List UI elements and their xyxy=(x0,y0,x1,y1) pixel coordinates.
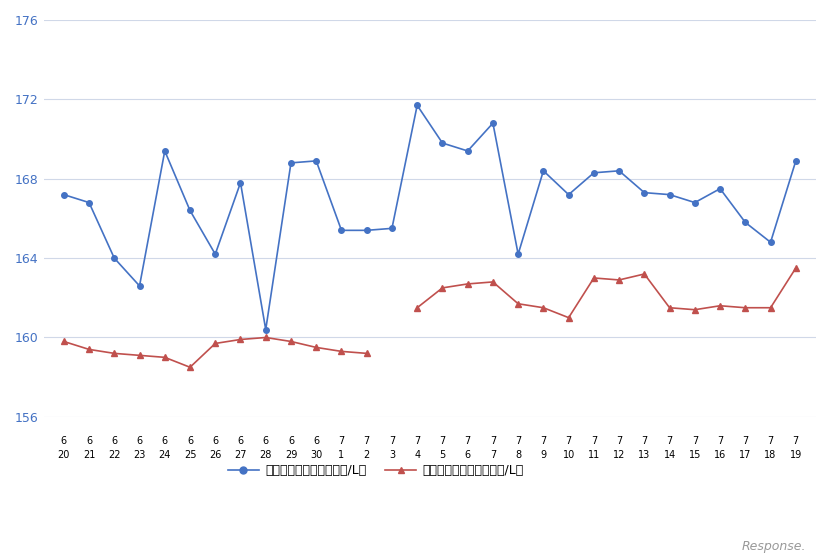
Text: 7: 7 xyxy=(489,437,496,446)
Text: 24: 24 xyxy=(159,450,171,460)
Text: 27: 27 xyxy=(234,450,247,460)
Text: 7: 7 xyxy=(717,437,723,446)
Text: 7: 7 xyxy=(768,437,774,446)
Text: 7: 7 xyxy=(591,437,597,446)
Text: 6: 6 xyxy=(238,437,243,446)
Text: 4: 4 xyxy=(414,450,420,460)
Text: 14: 14 xyxy=(663,450,676,460)
Text: 8: 8 xyxy=(515,450,521,460)
Text: 19: 19 xyxy=(789,450,802,460)
Text: 7: 7 xyxy=(515,437,521,446)
Text: 1: 1 xyxy=(338,450,345,460)
Text: 16: 16 xyxy=(714,450,726,460)
Text: 18: 18 xyxy=(765,450,777,460)
Text: 13: 13 xyxy=(638,450,651,460)
Text: 7: 7 xyxy=(489,450,496,460)
Text: 6: 6 xyxy=(187,437,193,446)
Text: 15: 15 xyxy=(689,450,701,460)
Text: 7: 7 xyxy=(793,437,799,446)
Text: 7: 7 xyxy=(642,437,647,446)
Text: 7: 7 xyxy=(616,437,622,446)
Text: 6: 6 xyxy=(61,437,66,446)
Text: 7: 7 xyxy=(440,437,445,446)
Text: 7: 7 xyxy=(465,437,471,446)
Legend: レギュラー看板価格（円/L）, レギュラー実売価格（円/L）: レギュラー看板価格（円/L）, レギュラー実売価格（円/L） xyxy=(223,459,529,482)
Text: 5: 5 xyxy=(440,450,445,460)
Text: 7: 7 xyxy=(414,437,420,446)
Text: 12: 12 xyxy=(613,450,625,460)
Text: 3: 3 xyxy=(389,450,395,460)
Text: 26: 26 xyxy=(209,450,221,460)
Text: 6: 6 xyxy=(136,437,143,446)
Text: 10: 10 xyxy=(563,450,575,460)
Text: 7: 7 xyxy=(691,437,698,446)
Text: 21: 21 xyxy=(83,450,96,460)
Text: 28: 28 xyxy=(259,450,272,460)
Text: 23: 23 xyxy=(133,450,145,460)
Text: 6: 6 xyxy=(313,437,319,446)
Text: 7: 7 xyxy=(338,437,345,446)
Text: Response.: Response. xyxy=(741,541,806,553)
Text: 20: 20 xyxy=(57,450,70,460)
Text: 7: 7 xyxy=(364,437,370,446)
Text: 30: 30 xyxy=(310,450,322,460)
Text: 9: 9 xyxy=(540,450,547,460)
Text: 6: 6 xyxy=(86,437,92,446)
Text: 7: 7 xyxy=(666,437,673,446)
Text: 6: 6 xyxy=(288,437,294,446)
Text: 7: 7 xyxy=(389,437,395,446)
Text: 11: 11 xyxy=(588,450,600,460)
Text: 25: 25 xyxy=(184,450,196,460)
Text: 6: 6 xyxy=(465,450,470,460)
Text: 6: 6 xyxy=(263,437,268,446)
Text: 17: 17 xyxy=(739,450,751,460)
Text: 7: 7 xyxy=(742,437,749,446)
Text: 6: 6 xyxy=(162,437,168,446)
Text: 6: 6 xyxy=(212,437,219,446)
Text: 7: 7 xyxy=(540,437,547,446)
Text: 7: 7 xyxy=(566,437,572,446)
Text: 29: 29 xyxy=(285,450,297,460)
Text: 2: 2 xyxy=(364,450,370,460)
Text: 6: 6 xyxy=(111,437,117,446)
Text: 22: 22 xyxy=(108,450,120,460)
